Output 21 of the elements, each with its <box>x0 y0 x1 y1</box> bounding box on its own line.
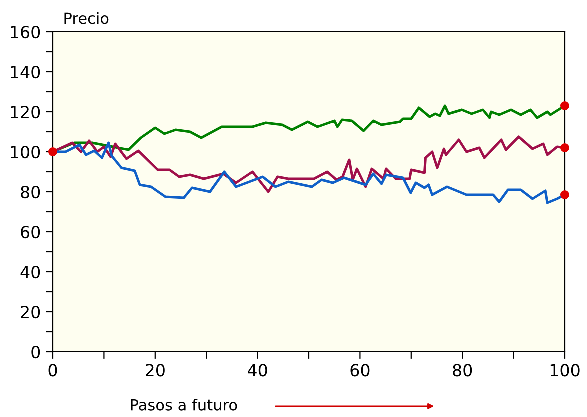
x-tick-label: 100 <box>550 364 580 377</box>
x-tick-label: 40 <box>248 364 268 377</box>
y-tick-label: 80 <box>21 186 40 199</box>
x-tick-label: 80 <box>453 364 472 377</box>
y-tick-label: 100 <box>11 146 40 159</box>
point <box>560 144 570 152</box>
y-tick-label: 140 <box>11 66 40 79</box>
y-tick-label: 160 <box>11 26 40 39</box>
x-tick-label: 20 <box>146 364 165 377</box>
point <box>48 148 58 156</box>
y-tick-label: 40 <box>20 266 40 279</box>
point <box>560 102 570 110</box>
y-tick-label: 60 <box>21 226 40 239</box>
x-tick-label: 60 <box>350 364 370 377</box>
x-axis-title: Pasos a futuro <box>131 399 238 411</box>
y-tick-label: 20 <box>21 306 40 319</box>
y-axis-title: Precio <box>64 12 109 24</box>
y-tick-label: 120 <box>11 106 40 119</box>
point <box>560 190 570 200</box>
y-tick-label: 0 <box>32 346 40 359</box>
x-tick-label: 0 <box>48 364 58 377</box>
